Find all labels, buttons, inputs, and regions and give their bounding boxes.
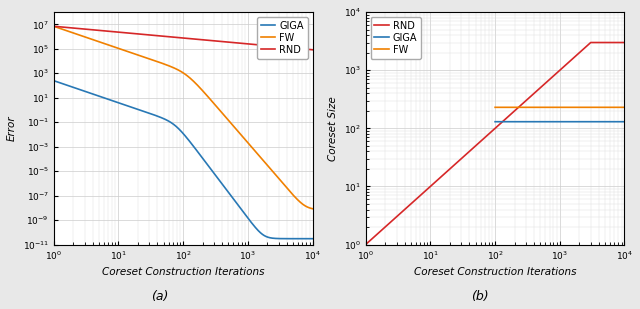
RND	[472, 143, 480, 147]
RND	[616, 41, 623, 44]
RND	[160, 34, 168, 38]
RND	[276, 45, 284, 49]
RND	[461, 154, 468, 157]
GIGA	[621, 120, 628, 124]
GIGA	[308, 237, 316, 240]
FW	[501, 105, 509, 109]
GIGA	[303, 237, 311, 240]
FW	[149, 58, 157, 62]
FW	[160, 62, 168, 66]
Legend: GIGA, FW, RND: GIGA, FW, RND	[257, 17, 308, 59]
Line: RND: RND	[365, 43, 625, 244]
Y-axis label: Coreset Size: Coreset Size	[328, 96, 338, 161]
FW	[276, 178, 284, 181]
RND	[50, 24, 58, 28]
RND	[391, 216, 399, 220]
Line: RND: RND	[54, 26, 312, 50]
FW	[50, 24, 58, 28]
RND	[406, 202, 414, 206]
FW	[551, 105, 559, 109]
RND	[95, 28, 102, 32]
Legend: RND, GIGA, FW: RND, GIGA, FW	[371, 17, 421, 59]
FW	[506, 105, 514, 109]
Y-axis label: Error: Error	[7, 116, 17, 141]
Line: GIGA: GIGA	[54, 81, 312, 239]
FW	[95, 40, 102, 43]
Text: (b): (b)	[471, 290, 489, 303]
GIGA	[276, 237, 284, 240]
FW	[303, 205, 311, 209]
RND	[149, 33, 157, 37]
GIGA	[501, 120, 509, 124]
RND	[79, 27, 87, 31]
GIGA	[50, 79, 58, 83]
FW	[492, 105, 499, 109]
GIGA	[95, 94, 102, 98]
RND	[308, 48, 316, 52]
RND	[362, 243, 369, 246]
RND	[621, 41, 628, 44]
FW	[549, 105, 557, 109]
GIGA	[546, 120, 554, 124]
GIGA	[565, 120, 573, 124]
GIGA	[79, 89, 87, 93]
RND	[303, 48, 311, 51]
Line: FW: FW	[54, 26, 312, 209]
FW	[308, 207, 316, 210]
X-axis label: Coreset Construction Iterations: Coreset Construction Iterations	[102, 267, 264, 277]
GIGA	[506, 120, 514, 124]
RND	[588, 41, 595, 44]
FW	[621, 105, 628, 109]
RND	[587, 41, 595, 44]
FW	[79, 35, 87, 38]
GIGA	[492, 120, 499, 124]
GIGA	[551, 120, 559, 124]
GIGA	[549, 120, 557, 124]
FW	[546, 105, 554, 109]
GIGA	[160, 117, 168, 121]
Text: (a): (a)	[151, 290, 169, 303]
X-axis label: Coreset Construction Iterations: Coreset Construction Iterations	[414, 267, 576, 277]
GIGA	[149, 113, 157, 116]
FW	[565, 105, 573, 109]
